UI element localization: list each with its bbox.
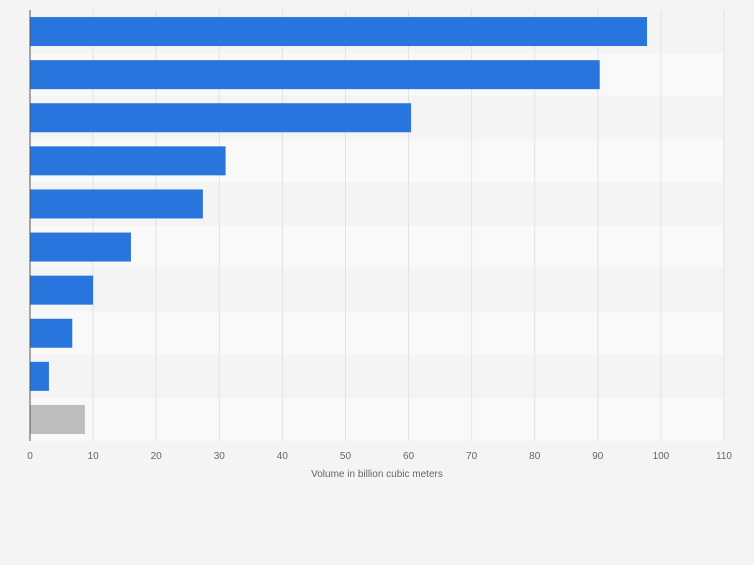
row-band	[30, 354, 724, 398]
bar	[30, 232, 131, 262]
x-tick-label: 80	[529, 451, 541, 462]
x-tick-label: 60	[403, 451, 415, 462]
x-tick-label: 30	[214, 451, 226, 462]
x-tick-label: 20	[151, 451, 163, 462]
bar	[30, 60, 600, 90]
bar	[30, 275, 94, 305]
x-tick-label: 10	[88, 451, 100, 462]
bar	[30, 318, 73, 348]
bars	[30, 17, 648, 434]
bar	[30, 189, 203, 219]
x-tick-label: 90	[592, 451, 604, 462]
bar	[30, 404, 85, 434]
x-tick-label: 40	[277, 451, 289, 462]
row-band	[30, 225, 724, 269]
x-tick-label: 0	[27, 451, 33, 462]
bar	[30, 103, 412, 133]
row-band	[30, 268, 724, 312]
row-band	[30, 397, 724, 441]
bar	[30, 146, 226, 176]
x-tick-labels: 0 10 20 30 40 50 60 70 80 90 100 110	[27, 451, 732, 462]
x-tick-label: 50	[340, 451, 352, 462]
bar	[30, 17, 648, 47]
x-tick-label: 110	[716, 451, 732, 462]
x-axis-label: Volume in billion cubic meters	[311, 469, 443, 480]
x-tick-label: 100	[653, 451, 670, 462]
x-tick-label: 70	[466, 451, 478, 462]
bar	[30, 361, 49, 391]
row-band	[30, 311, 724, 355]
